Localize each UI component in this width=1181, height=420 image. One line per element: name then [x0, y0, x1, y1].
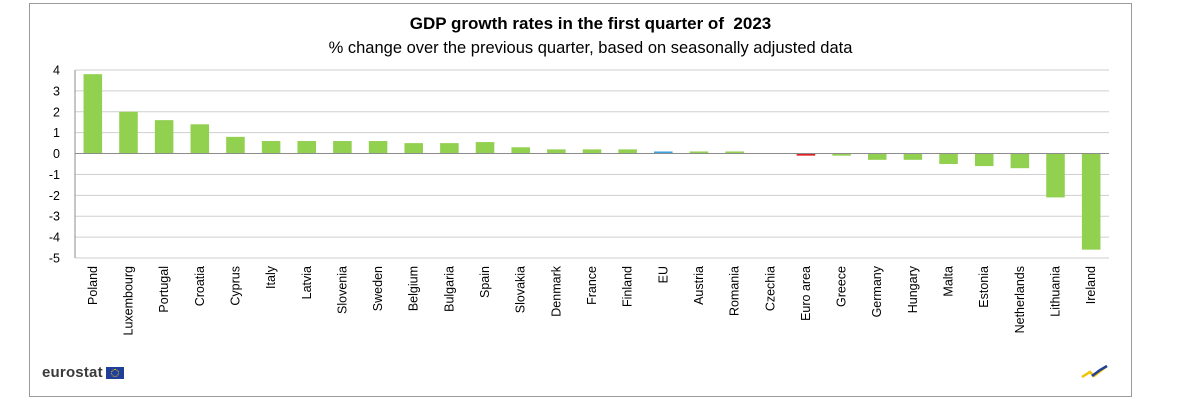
x-tick-label: Czechia	[763, 266, 777, 311]
bar-slovenia	[333, 141, 352, 154]
bar-sweden	[368, 141, 388, 154]
x-tick-label: Estonia	[977, 266, 991, 308]
x-tick-label: Portugal	[157, 266, 171, 313]
bar-estonia	[974, 153, 994, 167]
y-tick-label: 3	[53, 84, 60, 98]
x-tick-label: Finland	[621, 266, 635, 307]
bar-latvia	[297, 141, 317, 154]
bar-bulgaria	[440, 143, 459, 154]
x-tick-label: Romania	[728, 266, 742, 316]
x-tick-label: Hungary	[906, 265, 920, 313]
x-tick-label: France	[585, 266, 599, 305]
bar-germany	[867, 153, 887, 160]
eurostat-mark-icon	[1081, 364, 1108, 379]
x-tick-label: Cyprus	[228, 266, 242, 306]
bar-croatia	[190, 124, 210, 154]
y-tick-label: 4	[53, 64, 60, 78]
bar-ireland	[1081, 153, 1101, 250]
bar-poland	[83, 74, 103, 154]
bar-spain	[475, 142, 495, 154]
bar-cyprus	[226, 136, 245, 154]
y-tick-label: 1	[53, 126, 60, 140]
bar-finland	[618, 149, 637, 154]
x-tick-label: Slovakia	[514, 266, 528, 313]
y-tick-label: -4	[49, 231, 60, 245]
y-tick-label: -2	[49, 189, 60, 203]
brand-text: eurostat	[42, 364, 103, 381]
bar-denmark	[547, 149, 566, 154]
x-tick-label: Croatia	[193, 266, 207, 306]
x-tick-label: Spain	[478, 266, 492, 298]
x-tick-label: Lithuania	[1049, 266, 1063, 317]
x-tick-label: Euro area	[799, 266, 813, 321]
bar-lithuania	[1046, 153, 1065, 198]
eu-flag-icon	[105, 366, 124, 379]
chart-frame	[29, 3, 1132, 397]
x-tick-label: Slovenia	[335, 266, 349, 314]
x-tick-label: Bulgaria	[442, 266, 456, 312]
x-tick-label: Belgium	[407, 266, 421, 311]
bar-slovakia	[511, 147, 530, 154]
x-tick-label: Netherlands	[1013, 266, 1027, 333]
chart-title: GDP growth rates in the first quarter of…	[409, 14, 772, 33]
y-tick-label: -5	[49, 252, 60, 266]
y-tick-label: 2	[53, 105, 60, 119]
y-tick-label: 0	[53, 147, 60, 161]
x-tick-label: Poland	[86, 266, 100, 305]
bar-hungary	[903, 153, 923, 160]
chart-subtitle: % change over the previous quarter, base…	[328, 39, 853, 57]
x-tick-label: EU	[656, 266, 670, 283]
bar-france	[582, 149, 602, 154]
x-tick-label: Latvia	[300, 266, 314, 299]
bar-euro-area	[796, 153, 816, 156]
x-tick-label: Sweden	[371, 266, 385, 311]
x-tick-label: Denmark	[549, 265, 563, 316]
bar-italy	[261, 141, 281, 154]
x-tick-label: Austria	[692, 266, 706, 305]
bar-eu	[654, 151, 673, 154]
x-tick-label: Luxembourg	[121, 266, 135, 336]
bar-malta	[939, 153, 958, 164]
bar-austria	[689, 151, 709, 154]
x-tick-label: Germany	[870, 265, 884, 317]
bar-luxembourg	[119, 111, 138, 154]
bar-romania	[725, 151, 744, 154]
eurostat-logo: eurostat	[42, 364, 124, 381]
bar-netherlands	[1010, 153, 1030, 169]
bar-belgium	[404, 143, 423, 154]
x-tick-label: Italy	[264, 265, 278, 289]
y-tick-label: -1	[49, 168, 60, 182]
bar-greece	[832, 153, 851, 156]
x-tick-label: Greece	[835, 266, 849, 307]
bar-portugal	[154, 120, 174, 154]
x-tick-label: Malta	[942, 266, 956, 297]
x-tick-label: Ireland	[1084, 266, 1098, 304]
y-tick-label: -3	[49, 210, 60, 224]
